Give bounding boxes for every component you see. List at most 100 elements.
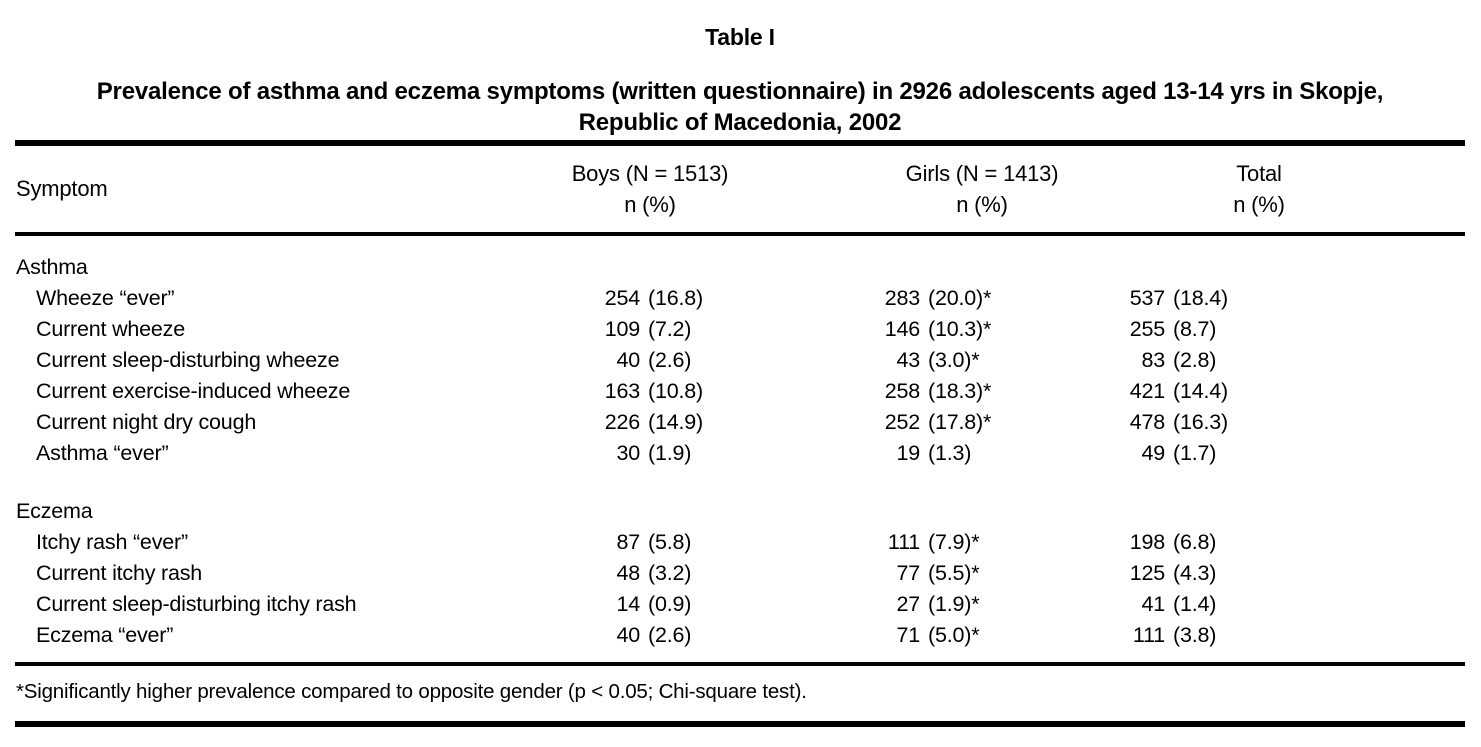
total-count-cell: 41 xyxy=(1141,592,1165,616)
girls-count-cell: 43 xyxy=(896,348,920,372)
table-row: Current sleep-disturbing itchy rash 14 (0.… xyxy=(15,589,1465,620)
girls-count-cell: 252 xyxy=(884,410,920,434)
boys-percent-cell: (3.2) xyxy=(648,561,692,585)
total-percent-cell: (1.7) xyxy=(1173,441,1217,465)
boys-percent-cell: (10.8) xyxy=(648,379,703,403)
section-label: Asthma xyxy=(16,255,88,279)
table-row: Current itchy rash 48 (3.2) 77 (5.5)* 125 (4.3… xyxy=(15,558,1465,589)
column-header-symptom: Symptom xyxy=(16,176,108,201)
boys-percent-cell: (7.2) xyxy=(648,317,692,341)
column-header-total-label: Total xyxy=(1236,161,1282,186)
girls-percent-cell: (10.3)* xyxy=(928,317,992,341)
girls-percent-cell: (17.8)* xyxy=(928,410,992,434)
boys-count-cell: 14 xyxy=(616,592,640,616)
symptom-cell: Current wheeze xyxy=(36,317,185,341)
boys-percent-cell: (16.8) xyxy=(648,286,703,310)
girls-percent-cell: (5.5)* xyxy=(928,561,980,585)
total-count-cell: 478 xyxy=(1129,410,1165,434)
girls-percent-cell: (1.3) xyxy=(928,441,972,465)
table-row: Itchy rash “ever” 87 (5.8) 111 (7.9)* 198 (6.8… xyxy=(15,527,1465,558)
boys-count-cell: 109 xyxy=(604,317,640,341)
girls-count-cell: 19 xyxy=(896,441,920,465)
total-percent-cell: (1.4) xyxy=(1173,592,1217,616)
table-body: Asthma Wheeze “ever” 254 (16.8) 283 (20.0)* 53… xyxy=(15,252,1465,651)
table-row: Current sleep-disturbing wheeze 40 (2.6) 43… xyxy=(15,345,1465,376)
symptom-cell: Asthma “ever” xyxy=(36,441,169,465)
girls-count-cell: 71 xyxy=(896,623,920,647)
section-row: Eczema xyxy=(15,496,1465,527)
girls-count-cell: 111 xyxy=(887,530,920,554)
total-count-cell: 83 xyxy=(1141,348,1165,372)
boys-count-cell: 226 xyxy=(604,410,640,434)
symptom-cell: Current night dry cough xyxy=(36,410,257,434)
total-count-cell: 111 xyxy=(1132,623,1165,647)
total-percent-cell: (18.4) xyxy=(1173,286,1228,310)
column-header-girls: Girls (N = 1413) n (%) xyxy=(906,158,1059,220)
girls-count-cell: 27 xyxy=(896,592,920,616)
total-percent-cell: (16.3) xyxy=(1173,410,1228,434)
symptom-cell: Current itchy rash xyxy=(36,561,203,585)
symptom-cell: Current sleep-disturbing itchy rash xyxy=(36,592,357,616)
boys-count-cell: 40 xyxy=(616,623,640,647)
section-label: Eczema xyxy=(16,499,93,523)
boys-percent-cell: (2.6) xyxy=(648,348,692,372)
table-row: Wheeze “ever” 254 (16.8) 283 (20.0)* 537 (18.4… xyxy=(15,283,1465,314)
table-header: Symptom Boys (N = 1513) n (%) Girls (N =… xyxy=(15,146,1465,232)
column-header-boys: Boys (N = 1513) n (%) xyxy=(572,158,729,220)
total-percent-cell: (3.8) xyxy=(1173,623,1217,647)
top-rule xyxy=(15,140,1465,146)
total-count-cell: 49 xyxy=(1141,441,1165,465)
symptom-cell: Current exercise-induced wheeze xyxy=(36,379,351,403)
column-header-total: Total n (%) xyxy=(1233,158,1285,220)
table-row: Current night dry cough 226 (14.9) 252 (17.8… xyxy=(15,407,1465,438)
boys-count-cell: 30 xyxy=(616,441,640,465)
boys-percent-cell: (0.9) xyxy=(648,592,692,616)
boys-percent-cell: (2.6) xyxy=(648,623,692,647)
boys-count-cell: 163 xyxy=(604,379,640,403)
total-percent-cell: (2.8) xyxy=(1173,348,1217,372)
table-title: Prevalence of asthma and eczema symptoms… xyxy=(15,76,1465,138)
column-header-girls-unit: n (%) xyxy=(956,192,1008,217)
girls-count-cell: 146 xyxy=(884,317,920,341)
total-count-cell: 537 xyxy=(1129,286,1165,310)
column-header-girls-label: Girls (N = 1413) xyxy=(905,161,1059,186)
table-row: Current wheeze 109 (7.2) 146 (10.3)* 255 (8.7) xyxy=(15,314,1465,345)
total-percent-cell: (6.8) xyxy=(1173,530,1217,554)
header-rule xyxy=(15,232,1465,236)
symptom-cell: Wheeze “ever” xyxy=(36,286,175,310)
table-footnote: *Significantly higher prevalence compare… xyxy=(16,680,807,703)
girls-count-cell: 258 xyxy=(884,379,920,403)
symptom-cell: Current sleep-disturbing wheeze xyxy=(36,348,340,372)
column-header-boys-unit: n (%) xyxy=(624,192,676,217)
boys-count-cell: 40 xyxy=(616,348,640,372)
girls-percent-cell: (20.0)* xyxy=(928,286,992,310)
boys-count-cell: 87 xyxy=(616,530,640,554)
boys-count-cell: 254 xyxy=(604,286,640,310)
total-count-cell: 198 xyxy=(1129,530,1165,554)
table-row: Current exercise-induced wheeze 163 (10.8)… xyxy=(15,376,1465,407)
table-title-line2: Republic of Macedonia, 2002 xyxy=(578,109,902,136)
girls-count-cell: 283 xyxy=(884,286,920,310)
girls-percent-cell: (3.0)* xyxy=(928,348,980,372)
boys-percent-cell: (14.9) xyxy=(648,410,703,434)
total-percent-cell: (4.3) xyxy=(1173,561,1217,585)
symptom-cell: Eczema “ever” xyxy=(36,623,174,647)
girls-percent-cell: (7.9)* xyxy=(928,530,980,554)
girls-percent-cell: (18.3)* xyxy=(928,379,992,403)
girls-percent-cell: (1.9)* xyxy=(928,592,980,616)
column-header-boys-label: Boys (N = 1513) xyxy=(571,161,729,186)
boys-percent-cell: (5.8) xyxy=(648,530,692,554)
table-title-line1: Prevalence of asthma and eczema symptoms… xyxy=(96,78,1384,105)
table-label: Table I xyxy=(705,24,775,50)
girls-percent-cell: (5.0)* xyxy=(928,623,980,647)
total-percent-cell: (14.4) xyxy=(1173,379,1228,403)
section-row: Asthma xyxy=(15,252,1465,283)
total-count-cell: 125 xyxy=(1129,561,1165,585)
bottom-rule xyxy=(15,721,1465,727)
table-row: Asthma “ever” 30 (1.9) 19 (1.3) 49 (1.7) xyxy=(15,438,1465,469)
total-count-cell: 421 xyxy=(1129,379,1165,403)
girls-count-cell: 77 xyxy=(896,561,920,585)
boys-count-cell: 48 xyxy=(616,561,640,585)
table-row: Eczema “ever” 40 (2.6) 71 (5.0)* 111 (3.8) xyxy=(15,620,1465,651)
